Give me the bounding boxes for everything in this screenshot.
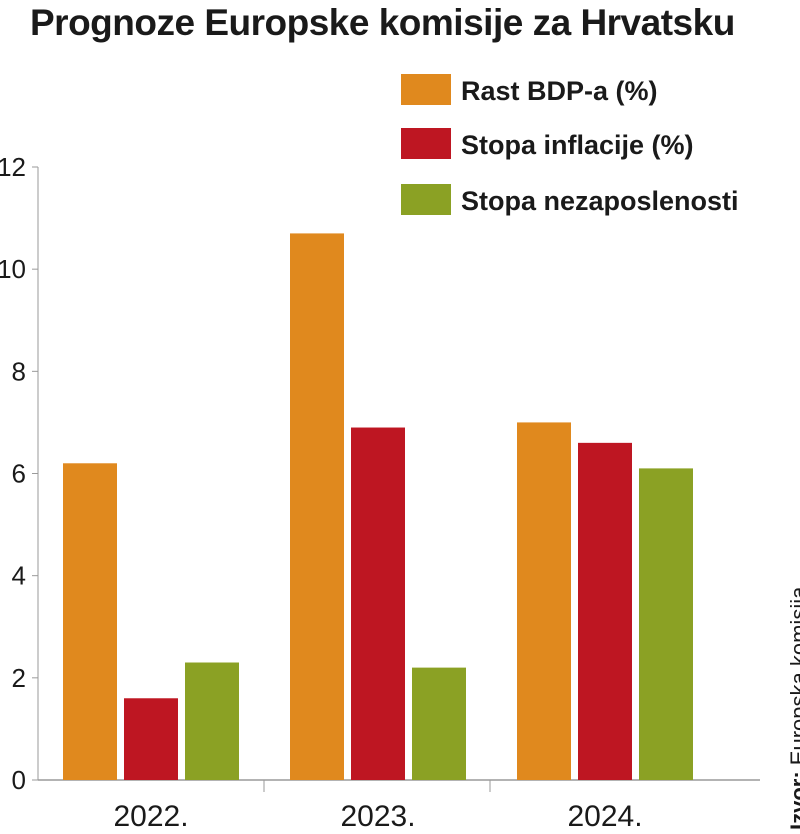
y-tick-label: 6 bbox=[12, 459, 26, 489]
bar-2-2024 bbox=[578, 442, 632, 780]
bar-3-2022 bbox=[185, 662, 239, 780]
source-value: Europska komisija bbox=[786, 586, 800, 766]
x-category-label: 2022. bbox=[113, 800, 188, 833]
source-label: Izvor: bbox=[786, 771, 800, 830]
y-tick-label: 12 bbox=[0, 152, 26, 182]
y-tick-label: 2 bbox=[12, 663, 26, 693]
y-tick-label: 8 bbox=[12, 356, 26, 386]
bar-2-2023 bbox=[351, 427, 405, 780]
bar-3-2024 bbox=[639, 468, 693, 780]
y-tick-label: 4 bbox=[12, 561, 26, 591]
chart-title: Prognoze Europske komisije za Hrvatsku bbox=[30, 2, 735, 43]
bar-1-2024 bbox=[517, 422, 571, 780]
legend-swatch bbox=[401, 128, 451, 159]
legend-swatch bbox=[401, 74, 451, 105]
bar-1-2023 bbox=[290, 233, 344, 781]
y-tick-label: 10 bbox=[0, 254, 26, 284]
source-note: Izvor: Europska komisija bbox=[786, 587, 800, 830]
legend: Rast BDP-a (%) Stopa inflacije (%) Stopa n… bbox=[401, 74, 739, 216]
x-category-label: 2024. bbox=[567, 800, 642, 833]
bar-2-2022 bbox=[124, 698, 178, 780]
legend-label: Stopa inflacije (%) bbox=[461, 130, 694, 160]
x-category-label: 2023. bbox=[340, 800, 415, 833]
legend-label: Rast BDP-a (%) bbox=[461, 76, 658, 106]
bars bbox=[63, 233, 693, 781]
y-tick-label: 0 bbox=[12, 765, 26, 795]
bar-3-2023 bbox=[412, 667, 466, 780]
bar-1-2022 bbox=[63, 463, 117, 780]
legend-label: Stopa nezaposlenosti bbox=[461, 186, 739, 216]
legend-swatch bbox=[401, 184, 451, 215]
